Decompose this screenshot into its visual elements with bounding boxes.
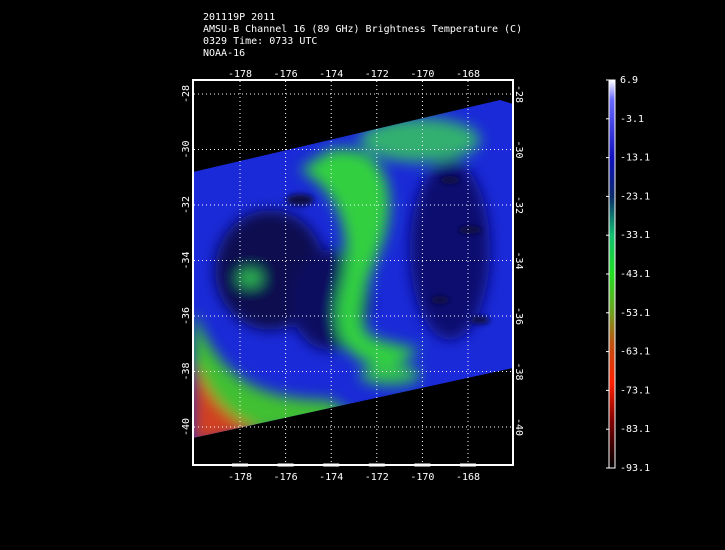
lat-label: -32 xyxy=(181,196,192,214)
lat-label: -38 xyxy=(181,362,192,380)
lat-label: -40 xyxy=(513,418,524,436)
lat-label: -36 xyxy=(513,307,524,325)
header-line: 0329 Time: 0733 UTC xyxy=(203,36,317,47)
colorbar-label: -23.1 xyxy=(620,191,650,202)
colorbar-label: -93.1 xyxy=(620,463,650,474)
header-line: 201119P 2011 xyxy=(203,12,275,23)
lat-label: -40 xyxy=(181,418,192,436)
header-line: NOAA-16 xyxy=(203,48,245,59)
colorbar-label: -33.1 xyxy=(620,230,650,241)
lon-label: -174 xyxy=(319,472,343,483)
lon-label: -178 xyxy=(228,472,252,483)
colorbar xyxy=(608,79,616,469)
lat-label: -34 xyxy=(181,251,192,269)
graticule: -178 -178 -176 -176 -174 -174 -172 -172 -170 -170… xyxy=(181,69,524,483)
colorbar-label: -13.1 xyxy=(620,153,650,164)
map-frame xyxy=(192,79,514,466)
lon-label: -176 xyxy=(274,472,298,483)
lat-label: -38 xyxy=(513,362,524,380)
colorbar-label: -83.1 xyxy=(620,424,650,435)
colorbar-label: -73.1 xyxy=(620,385,650,396)
lon-label: -178 xyxy=(228,69,252,80)
imagery xyxy=(193,100,513,438)
colorbar-label: -43.1 xyxy=(620,269,650,280)
lon-label: -168 xyxy=(456,69,480,80)
header-line: AMSU-B Channel 16 (89 GHz) Brightness Te… xyxy=(203,24,522,35)
colorbar-label: -3.1 xyxy=(620,114,644,125)
lat-label: -30 xyxy=(181,140,192,158)
lon-label: -170 xyxy=(410,472,434,483)
colorbar-label: 6.9 xyxy=(620,75,638,86)
lat-label: -30 xyxy=(513,140,524,158)
colorbar-label: -53.1 xyxy=(620,308,650,319)
lon-label: -176 xyxy=(274,69,298,80)
lat-label: -28 xyxy=(513,85,524,103)
lat-label: -34 xyxy=(513,251,524,269)
colorbar-ticks: 6.9 -3.1 -13.1 -23.1 -33.1 -43.1 -53.1 -63.1 -73… xyxy=(606,75,650,474)
lon-label: -174 xyxy=(319,69,343,80)
lon-label: -172 xyxy=(365,69,389,80)
colorbar-label: -63.1 xyxy=(620,347,650,358)
lon-label: -168 xyxy=(456,472,480,483)
lat-label: -28 xyxy=(181,85,192,103)
lon-label: -170 xyxy=(410,69,434,80)
lat-label: -36 xyxy=(181,307,192,325)
lat-label: -32 xyxy=(513,196,524,214)
lon-label: -172 xyxy=(365,472,389,483)
